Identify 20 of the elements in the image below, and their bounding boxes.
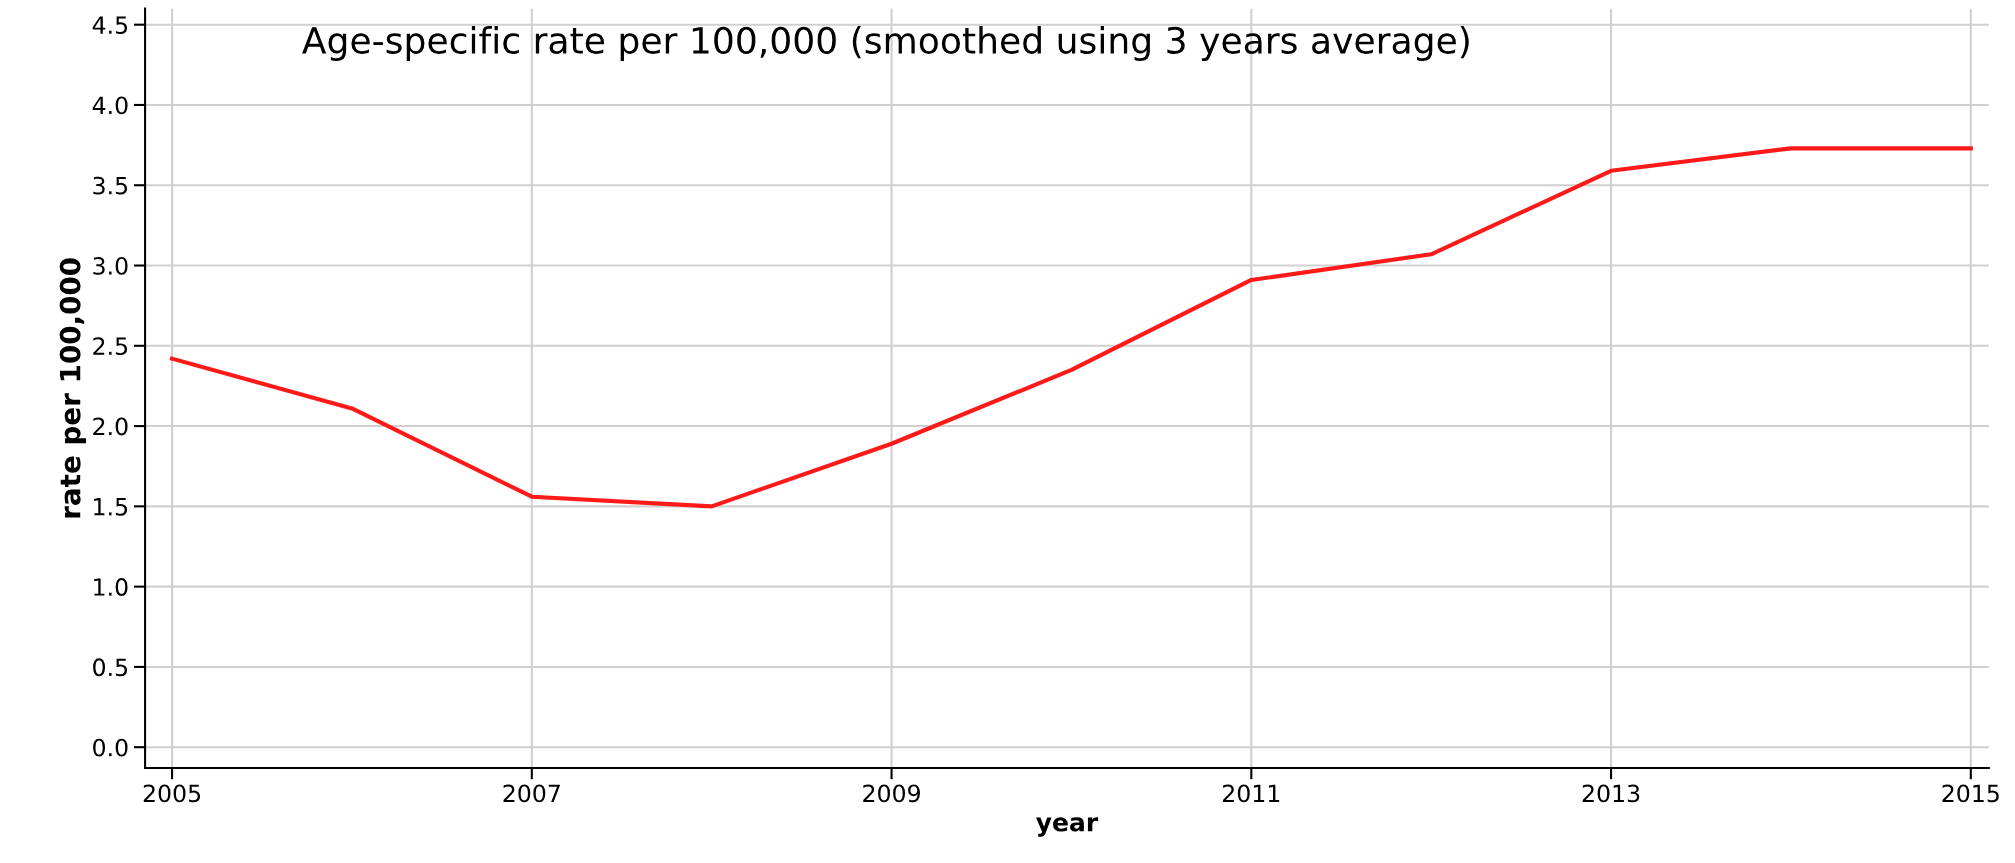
x-tick-label: 2005 [143, 784, 201, 803]
y-tick-label: 3.0 [93, 256, 128, 275]
y-tick-label: 0.5 [93, 658, 128, 677]
line-series [169, 146, 1973, 509]
y-tick-label: 1.5 [94, 498, 128, 516]
x-axis-title: year [1036, 817, 1099, 837]
y-tick-label: 3.5 [93, 176, 128, 195]
y-tick-label: 1.0 [94, 578, 128, 596]
y-axis-title: rate per 100,000 [59, 258, 86, 518]
y-tick-label: 4.0 [92, 96, 128, 115]
x-tick-label: 2007 [503, 784, 560, 803]
y-tick-label: 4.5 [92, 16, 128, 34]
x-tick-label: 2013 [1582, 784, 1640, 803]
y-tick-label: 0.0 [93, 738, 128, 757]
chart-title: Age-specific rate per 100,000 (smoothed using 3 years average) [302, 26, 1469, 61]
y-tick-label: 2.5 [93, 337, 128, 356]
x-tick-label: 2015 [1942, 784, 1999, 803]
x-tick-label: 2009 [863, 784, 920, 803]
y-tick-label: 2.0 [93, 417, 128, 436]
x-tick-label: 2011 [1223, 784, 1280, 803]
